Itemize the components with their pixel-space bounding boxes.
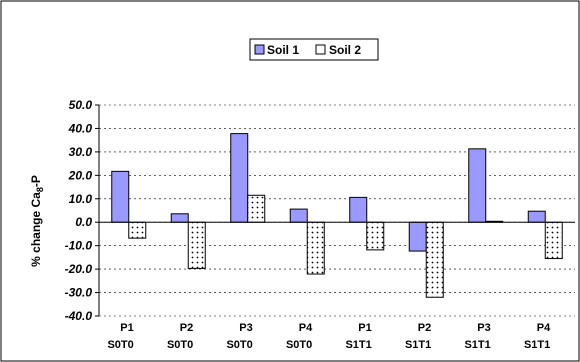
- x-category-label: S1T1: [524, 339, 550, 351]
- y-tick-label: 0.0: [75, 215, 92, 229]
- y-tick-label: -20.0: [65, 262, 93, 276]
- x-category-label: S1T1: [464, 339, 490, 351]
- bar-soil-1: [349, 196, 368, 223]
- legend-swatch-soil-2: [315, 44, 326, 55]
- bar-soil-1: [289, 208, 308, 223]
- bar-soil-1: [527, 210, 546, 223]
- y-axis-label: % change Ca8-P: [29, 175, 45, 267]
- y-tick-label: 30.0: [69, 145, 93, 159]
- bar-soil-1: [468, 148, 487, 223]
- legend: Soil 1 Soil 2: [249, 38, 379, 61]
- x-category-label: S1T1: [345, 339, 371, 351]
- bar-soil-2: [366, 221, 385, 251]
- axes: [98, 105, 575, 316]
- bar-soil-2: [544, 221, 563, 260]
- y-axis-label-suffix: -P: [29, 175, 43, 187]
- bar-soil-2: [247, 194, 266, 223]
- x-category-label: S0T0: [226, 339, 252, 351]
- y-tick-label: 20.0: [68, 168, 93, 182]
- legend-label-soil-2: Soil 2: [329, 43, 361, 57]
- x-category-label: P2: [180, 322, 193, 334]
- x-category-label: P1: [358, 322, 371, 334]
- y-tick-label: -30.0: [65, 286, 93, 300]
- bar-soil-1: [111, 170, 130, 223]
- legend-label-soil-1: Soil 1: [267, 43, 299, 57]
- x-category-label: S0T0: [167, 339, 193, 351]
- x-category-label: S0T0: [286, 339, 312, 351]
- bar-soil-2: [128, 221, 147, 239]
- x-category-label: P3: [477, 322, 490, 334]
- x-category-label: P1: [120, 322, 133, 334]
- bar-soil-2: [306, 221, 325, 275]
- y-tick-label: -40.0: [65, 309, 93, 323]
- y-axis-label-subscript: 8: [35, 187, 45, 192]
- bar-soil-1: [408, 221, 427, 252]
- legend-box: [249, 38, 379, 61]
- y-tick-label: -10.0: [65, 239, 93, 253]
- x-category-label: S0T0: [107, 339, 133, 351]
- bars: [111, 133, 563, 298]
- bar-soil-2: [425, 221, 444, 298]
- y-tick-label: 40.0: [68, 121, 93, 135]
- x-category-labels: P1 S0T0 P2 S0T0 P3 S0T0 P4 S0T0 P1 S1T1 P2 S1T1 P3 S1…: [107, 322, 551, 351]
- bar-soil-1: [170, 213, 189, 223]
- y-tick-label: 10.0: [69, 192, 93, 206]
- x-category-label: P2: [418, 322, 431, 334]
- bar-soil-1: [230, 133, 249, 223]
- x-category-label: S1T1: [405, 339, 431, 351]
- y-tick-label: 50.0: [69, 98, 93, 112]
- x-category-label: P3: [239, 322, 252, 334]
- x-category-label: P4: [299, 322, 313, 334]
- bar-soil-2: [187, 221, 206, 269]
- legend-swatch-soil-1: [254, 44, 265, 55]
- y-tick-labels: 50.0 40.0 30.0 20.0 10.0 0.0 -10.0 -20.0 -30.0 -4…: [65, 98, 99, 323]
- x-category-label: P4: [537, 322, 551, 334]
- y-axis-label-main: % change Ca: [29, 192, 43, 267]
